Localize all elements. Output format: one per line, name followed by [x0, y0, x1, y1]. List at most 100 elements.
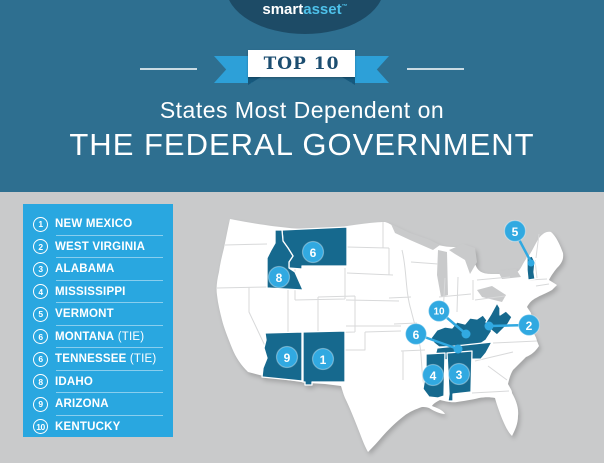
list-item-arizona: 9 ARIZONA — [23, 393, 173, 416]
us-map-silhouette — [216, 219, 564, 452]
rank-number: 4 — [38, 286, 43, 297]
lake-michigan — [437, 250, 448, 297]
ranking-panel: 1 NEW MEXICO 2 WEST VIRGINIA 3 ALABAMA 4… — [23, 204, 173, 437]
ribbon-fold-left — [248, 77, 261, 85]
logo-smart: smart — [262, 1, 304, 18]
marker-number: 9 — [284, 351, 291, 365]
marker-circle — [427, 299, 451, 323]
rank-number: 8 — [38, 376, 43, 387]
marker-number: 2 — [526, 319, 533, 333]
us-map-land — [216, 219, 564, 452]
us-map-svg: 1 2 3 4 5 6 6 8 9 — [216, 219, 564, 452]
header-band: smartasset™ TOP 10 States Most Dependent… — [0, 0, 604, 192]
rank-badge: 6 — [33, 329, 48, 345]
marker-circle — [421, 363, 445, 387]
title-line1: States Most Dependent on — [159, 97, 445, 123]
lake-erie — [477, 286, 506, 302]
rank-number: 6 — [38, 331, 43, 342]
rank-badge: 2 — [33, 239, 48, 255]
state-label: WEST VIRGINIA — [55, 240, 146, 253]
map-marker-idaho: 8 — [267, 265, 291, 289]
list-item-west-virginia: 2 WEST VIRGINIA — [23, 236, 173, 259]
lake-huron — [449, 244, 477, 274]
list-item-tennessee: 6 TENNESSEE (TIE) — [23, 348, 173, 371]
map-marker-alabama: 3 — [447, 362, 471, 386]
map-marker-mississippi: 4 — [421, 363, 445, 387]
marker-number: 6 — [310, 246, 317, 260]
rank-number: 2 — [38, 241, 43, 252]
marker-circle — [404, 322, 428, 346]
marker-number: 5 — [512, 225, 519, 239]
marker-number: 1 — [320, 353, 327, 367]
list-item-mississippi: 4 MISSISSIPPI — [23, 281, 173, 304]
ribbon-rule-left — [140, 68, 197, 70]
lake-ontario — [498, 269, 521, 279]
lake-superior — [391, 224, 440, 250]
state-label: ALABAMA — [55, 263, 115, 276]
marker-number: 4 — [430, 369, 437, 383]
list-item-vermont: 5 VERMONT — [23, 303, 173, 326]
trademark-symbol: ™ — [341, 4, 348, 10]
state-label: TENNESSEE — [55, 353, 127, 366]
marker-circle — [503, 219, 527, 243]
state-label: NEW MEXICO — [55, 218, 133, 231]
leader-dot-vermont — [527, 259, 535, 267]
marker-circle — [267, 265, 291, 289]
leader-dot-west-virginia — [484, 321, 494, 331]
list-item-alabama: 3 ALABAMA — [23, 258, 173, 281]
leader-dot-kentucky — [461, 329, 471, 339]
marker-number: 10 — [433, 307, 445, 318]
page-title: States Most Dependent on THE FEDERAL GOV… — [0, 97, 604, 163]
rank-badge: 10 — [33, 419, 48, 435]
map-marker-west-virginia: 2 — [517, 313, 541, 337]
smartasset-logo: smartasset™ — [226, 1, 384, 18]
marker-circle — [275, 345, 299, 369]
marker-number: 8 — [276, 271, 283, 285]
state-label: IDAHO — [55, 375, 94, 388]
state-label: ARIZONA — [55, 398, 109, 411]
state-label: KENTUCKY — [55, 420, 121, 433]
rank-number: 5 — [38, 309, 43, 319]
state-label: MONTANA — [55, 330, 115, 343]
tie-suffix: (TIE) — [126, 353, 157, 366]
ribbon-wing-left — [214, 56, 252, 83]
marker-number: 3 — [456, 368, 463, 382]
rank-number: 6 — [38, 354, 43, 364]
map-marker-tennessee: 6 — [404, 322, 428, 346]
ribbon-wing-right — [351, 56, 389, 83]
title-line2: THE FEDERAL GOVERNMENT — [69, 127, 535, 162]
rank-badge: 8 — [33, 374, 48, 390]
rank-number: 10 — [36, 421, 45, 432]
rank-badge: 3 — [33, 261, 48, 277]
list-item-idaho: 8 IDAHO — [23, 371, 173, 394]
tie-suffix: (TIE) — [114, 330, 145, 343]
list-item-kentucky: 10 KENTUCKY — [23, 416, 173, 439]
map-marker-kentucky: 10 — [427, 299, 451, 323]
marker-circle — [301, 240, 325, 264]
rank-badge: 4 — [33, 284, 48, 300]
list-item-montana: 6 MONTANA (TIE) — [23, 326, 173, 349]
list-item-new-mexico: 1 NEW MEXICO — [23, 213, 173, 236]
rank-badge: 5 — [33, 306, 48, 322]
logo-asset: asset — [303, 1, 342, 18]
ribbon-rule-right — [407, 68, 464, 70]
rank-badge: 9 — [33, 396, 48, 412]
top10-banner: TOP 10 — [248, 50, 355, 77]
map-marker-vermont: 5 — [503, 219, 527, 243]
state-label: VERMONT — [55, 308, 114, 321]
state-label: MISSISSIPPI — [55, 285, 126, 298]
marker-number: 6 — [413, 328, 420, 342]
marker-circle — [447, 362, 471, 386]
map-marker-montana: 6 — [301, 240, 325, 264]
top10-banner-label: TOP 10 — [263, 53, 340, 74]
marker-circle — [517, 313, 541, 337]
ribbon-fold-right — [342, 77, 355, 85]
logo-ellipse: smartasset™ — [226, 0, 384, 34]
rank-badge: 1 — [33, 216, 48, 232]
map-marker-new-mexico: 1 — [311, 347, 335, 371]
leader-dot-tennessee — [453, 344, 463, 354]
rank-number: 9 — [38, 399, 43, 409]
rank-badge: 6 — [33, 351, 48, 367]
rank-number: 3 — [38, 264, 43, 274]
